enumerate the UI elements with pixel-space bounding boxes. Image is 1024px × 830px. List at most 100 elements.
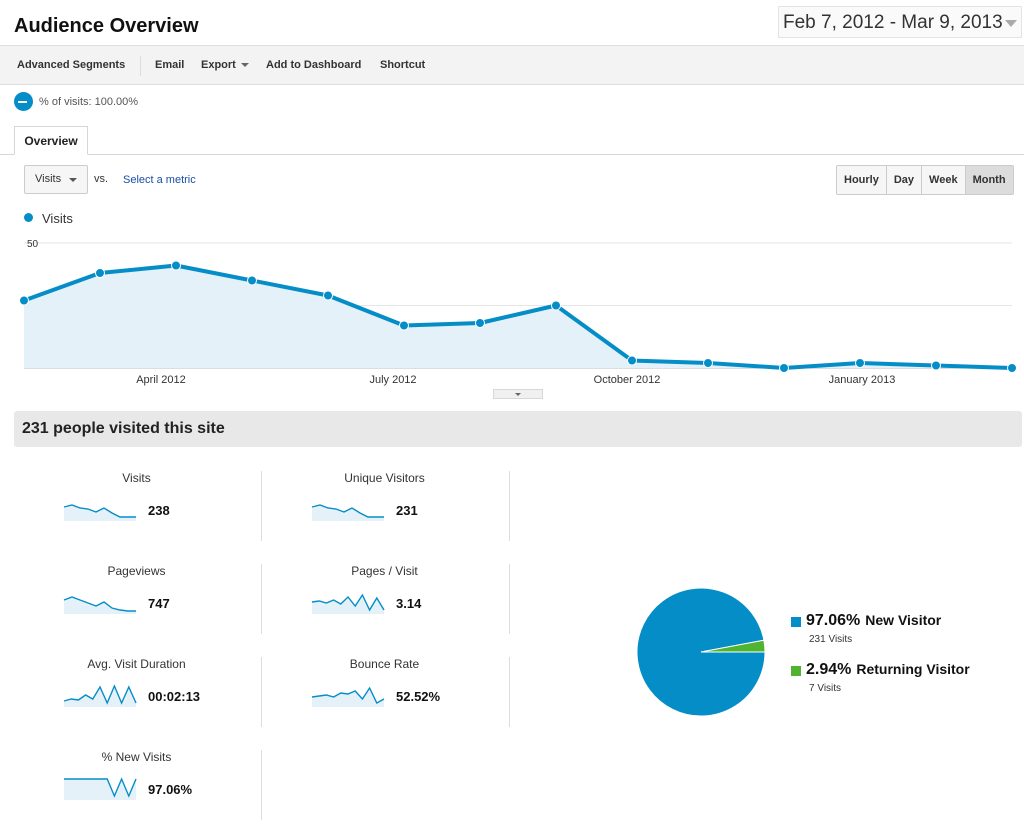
visits-point[interactable] <box>247 275 257 286</box>
legend-subtext: 7 Visits <box>809 683 842 694</box>
metric-value: 238 <box>148 503 170 518</box>
legend-swatch <box>791 617 801 627</box>
tab-divider <box>0 154 1024 155</box>
email-button[interactable]: Email <box>155 59 185 71</box>
sparkline-area <box>64 505 136 521</box>
metric-value: 3.14 <box>396 596 422 611</box>
metric-unique-visitors[interactable]: Unique Visitors 231 <box>261 471 508 541</box>
legend-percent: 2.94% <box>806 661 852 678</box>
segment-pie-icon[interactable] <box>14 92 33 111</box>
sparkline <box>311 686 385 707</box>
metric-select[interactable]: Visits <box>24 165 88 194</box>
metric-title: Avg. Visit Duration <box>87 657 186 671</box>
metric-value: 747 <box>148 596 170 611</box>
granularity-week-button[interactable]: Week <box>922 166 966 194</box>
date-range-picker[interactable]: Feb 7, 2012 - Mar 9, 2013 <box>778 6 1022 38</box>
shortcut-button[interactable]: Shortcut <box>380 59 426 71</box>
sparkline <box>311 504 384 521</box>
metric-divider <box>509 564 510 634</box>
sparkline-line <box>311 686 385 704</box>
chevron-down-icon <box>240 63 249 68</box>
visits-point[interactable] <box>323 290 333 301</box>
visits-point[interactable] <box>551 300 561 311</box>
sparkline-line <box>63 684 137 705</box>
legend-entry: 2.94% Returning Visitor <box>806 661 970 679</box>
report-toolbar: Advanced Segments Email Export Add to Da… <box>0 45 1024 85</box>
visits-point[interactable] <box>399 320 409 331</box>
metric-divider <box>509 657 510 727</box>
export-label: Export <box>201 59 236 71</box>
metric-divider <box>509 471 510 541</box>
add-to-dashboard-button[interactable]: Add to Dashboard <box>266 59 362 71</box>
granularity-month-button[interactable]: Month <box>965 166 1013 194</box>
metric-visits[interactable]: Visits 238 <box>13 471 260 541</box>
legend-label: New Visitor <box>865 612 942 628</box>
chart-collapse-handle[interactable] <box>493 389 543 399</box>
vs-label: vs. <box>94 173 109 185</box>
metric-new-visits[interactable]: % New Visits 97.06% <box>13 750 260 820</box>
visits-point[interactable] <box>1007 363 1017 373</box>
metric-divider <box>261 564 262 634</box>
sparkline <box>63 504 136 521</box>
select-metric-link[interactable]: Select a metric <box>123 174 196 186</box>
sparkline-area <box>64 779 136 800</box>
sparkline-line <box>63 596 136 612</box>
toolbar-divider <box>140 56 141 76</box>
legend-dot-icon <box>24 213 33 222</box>
metric-divider <box>261 750 262 820</box>
metric-title: % New Visits <box>101 750 172 764</box>
metric-title: Visits <box>122 471 151 485</box>
sparkline <box>63 684 137 707</box>
y-tick-label: 50 <box>27 239 39 250</box>
legend-entry: 97.06% New Visitor <box>806 612 941 630</box>
legend-subtext: 231 Visits <box>809 634 853 645</box>
metric-bounce-rate[interactable]: Bounce Rate 52.52% <box>261 657 508 727</box>
metric-value: 231 <box>396 503 418 518</box>
sparkline-area <box>64 686 136 707</box>
metric-avg-visit-duration[interactable]: Avg. Visit Duration 00:02:13 <box>13 657 260 727</box>
advanced-segments-button[interactable]: Advanced Segments <box>17 59 126 71</box>
metric-value: 52.52% <box>396 689 441 704</box>
visits-point[interactable] <box>855 358 865 368</box>
sparkline <box>64 777 137 800</box>
metric-pageviews[interactable]: Pageviews 747 <box>13 564 260 634</box>
visits-point[interactable] <box>627 355 637 366</box>
granularity-hourly-button[interactable]: Hourly <box>837 166 887 194</box>
legend-label: Visits <box>42 211 73 226</box>
visits-point[interactable] <box>19 295 29 306</box>
chevron-down-icon <box>69 178 77 182</box>
legend-label: Returning Visitor <box>856 661 970 677</box>
sparkline-line <box>64 777 137 798</box>
visits-point[interactable] <box>475 318 485 328</box>
legend-percent: 97.06% <box>806 612 861 629</box>
visits-point[interactable] <box>95 268 105 278</box>
visits-point[interactable] <box>779 363 789 373</box>
x-tick-label: January 2013 <box>829 374 896 386</box>
metric-title: Pageviews <box>107 564 166 578</box>
visits-point[interactable] <box>171 260 181 271</box>
page-title: Audience Overview <box>14 15 199 37</box>
metric-title: Unique Visitors <box>344 471 425 485</box>
sparkline <box>63 596 136 614</box>
visits-point[interactable] <box>703 358 713 368</box>
visits-point[interactable] <box>931 360 941 371</box>
sparkline-area <box>64 597 136 614</box>
granularity-day-button[interactable]: Day <box>886 166 923 194</box>
export-button[interactable]: Export <box>201 59 249 71</box>
visits-line <box>23 263 1013 370</box>
metric-divider <box>261 657 262 727</box>
date-range-label: Feb 7, 2012 - Mar 9, 2013 <box>783 12 1003 33</box>
legend-swatch <box>791 666 801 676</box>
chevron-down-icon <box>1005 20 1017 27</box>
sparkline-area <box>312 505 384 521</box>
sparkline-line <box>63 504 136 518</box>
pie-slice-returning-visitor[interactable] <box>700 639 766 653</box>
metric-title: Bounce Rate <box>349 657 420 671</box>
metric-title: Pages / Visit <box>351 564 418 578</box>
metric-pages-visit[interactable]: Pages / Visit 3.14 <box>261 564 508 634</box>
sparkline-line <box>311 593 385 612</box>
tab-overview[interactable]: Overview <box>14 126 88 155</box>
sparkline-area <box>312 688 384 707</box>
sparkline <box>311 593 385 614</box>
